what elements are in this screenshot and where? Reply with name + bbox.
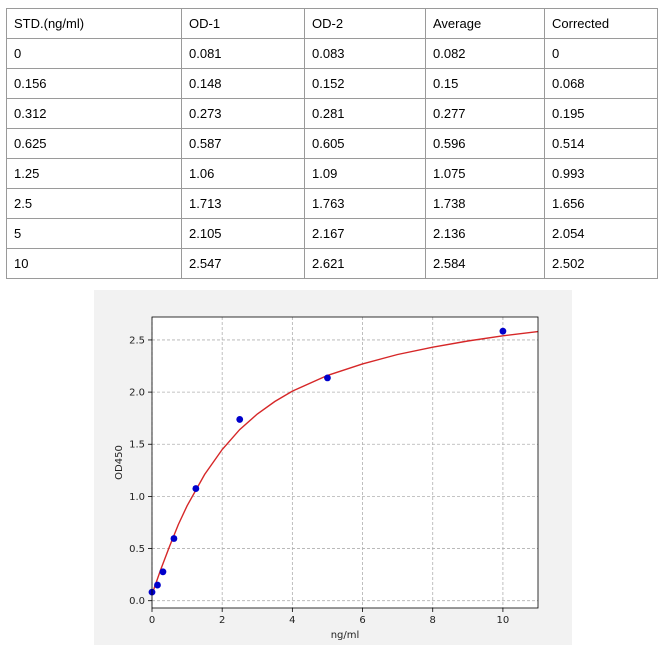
cell-od2: 0.083 [304, 38, 426, 69]
y-tick-label: 0.5 [129, 544, 145, 555]
cell-corrected: 2.054 [544, 218, 658, 249]
cell-average: 0.277 [425, 98, 545, 129]
y-tick-label: 2.0 [129, 388, 145, 399]
table-row: 0.625 0.587 0.605 0.596 0.514 [6, 128, 658, 159]
table-header-row: STD.(ng/ml) OD-1 OD-2 Average Corrected [6, 8, 658, 39]
table-row: 2.5 1.713 1.763 1.738 1.656 [6, 188, 658, 219]
cell-corrected: 0.068 [544, 68, 658, 99]
cell-corrected: 0 [544, 38, 658, 69]
x-tick-label: 10 [497, 615, 510, 626]
table-row: 5 2.105 2.167 2.136 2.054 [6, 218, 658, 249]
table-row: 0.312 0.273 0.281 0.277 0.195 [6, 98, 658, 129]
cell-od2: 1.763 [304, 188, 426, 219]
data-point [324, 374, 331, 382]
cell-od2: 2.167 [304, 218, 426, 249]
cell-od2: 0.152 [304, 68, 426, 99]
cell-od2: 2.621 [304, 248, 426, 279]
data-point [170, 535, 178, 542]
cell-corrected: 0.195 [544, 98, 658, 129]
cell-average: 1.075 [425, 158, 545, 189]
cell-average: 2.584 [425, 248, 545, 279]
standard-curve-table: STD.(ng/ml) OD-1 OD-2 Average Corrected … [6, 8, 658, 279]
header-std: STD.(ng/ml) [6, 8, 182, 39]
x-tick-label: 8 [430, 615, 436, 626]
cell-od1: 0.081 [181, 38, 305, 69]
y-tick-label: 2.5 [129, 335, 145, 346]
x-tick-label: 0 [149, 615, 155, 626]
cell-od1: 1.713 [181, 188, 305, 219]
x-axis-title: ng/ml [331, 630, 360, 641]
data-point [499, 327, 507, 335]
header-od2: OD-2 [304, 8, 426, 39]
cell-od2: 1.09 [304, 158, 426, 189]
fitted-curve-line [151, 330, 539, 595]
cell-std: 0.625 [6, 128, 182, 159]
cell-average: 0.596 [425, 128, 545, 159]
cell-std: 0.156 [6, 68, 182, 99]
cell-std: 5 [6, 218, 182, 249]
cell-std: 10 [6, 248, 182, 279]
data-point [192, 485, 200, 492]
chart-canvas: 0 2 4 6 8 10 0.0 0.5 1.0 1.5 2.0 2.5 ng/ml OD450 [114, 316, 539, 641]
cell-od1: 0.148 [181, 68, 305, 99]
table-row: 10 2.547 2.621 2.584 2.502 [6, 248, 658, 279]
table-row: 0.156 0.148 0.152 0.15 0.068 [6, 68, 658, 99]
cell-od2: 0.281 [304, 98, 426, 129]
cell-corrected: 1.656 [544, 188, 658, 219]
plot-area [152, 317, 538, 608]
cell-std: 1.25 [6, 158, 182, 189]
cell-corrected: 0.993 [544, 158, 658, 189]
table-row: 0 0.081 0.083 0.082 0 [6, 38, 658, 69]
x-tick-label: 2 [219, 615, 225, 626]
cell-od1: 0.587 [181, 128, 305, 159]
cell-average: 0.15 [425, 68, 545, 99]
header-average: Average [425, 8, 545, 39]
x-tick-label: 4 [289, 615, 295, 626]
cell-std: 2.5 [6, 188, 182, 219]
cell-corrected: 0.514 [544, 128, 658, 159]
plot-frame [151, 316, 539, 609]
data-point [236, 416, 244, 423]
header-od1: OD-1 [181, 8, 305, 39]
y-tick-label: 1.0 [129, 492, 145, 503]
cell-average: 1.738 [425, 188, 545, 219]
cell-std: 0 [6, 38, 182, 69]
data-point [159, 568, 167, 576]
header-corrected: Corrected [544, 8, 658, 39]
cell-od1: 2.105 [181, 218, 305, 249]
y-tick-label: 1.5 [129, 440, 145, 451]
cell-corrected: 2.502 [544, 248, 658, 279]
cell-od1: 1.06 [181, 158, 305, 189]
data-point [154, 581, 161, 589]
standard-curve-chart: 0 2 4 6 8 10 0.0 0.5 1.0 1.5 2.0 2.5 ng/ml OD450 [94, 290, 572, 645]
table-row: 1.25 1.06 1.09 1.075 0.993 [6, 158, 658, 189]
x-tick-label: 6 [359, 615, 365, 626]
cell-average: 2.136 [425, 218, 545, 249]
y-axis-title: OD450 [114, 445, 125, 480]
cell-std: 0.312 [6, 98, 182, 129]
cell-average: 0.082 [425, 38, 545, 69]
cell-od1: 2.547 [181, 248, 305, 279]
cell-od2: 0.605 [304, 128, 426, 159]
y-tick-label: 0.0 [129, 596, 145, 607]
cell-od1: 0.273 [181, 98, 305, 129]
